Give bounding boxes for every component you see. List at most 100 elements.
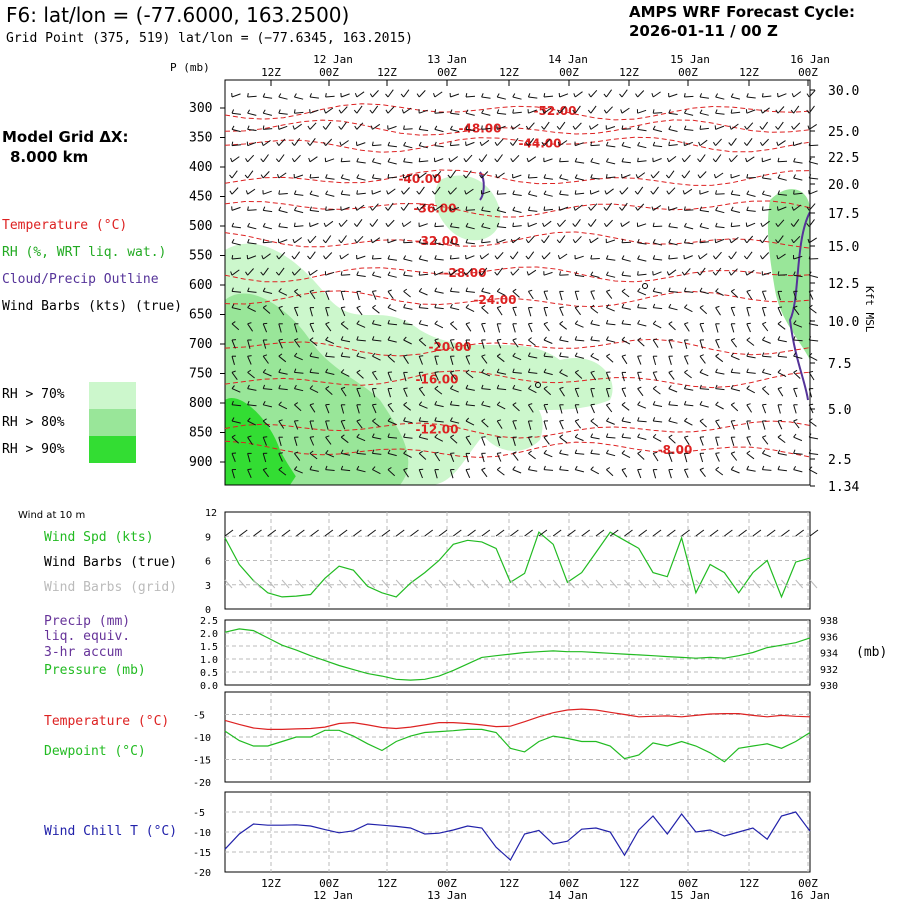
xs-barb-flag — [605, 433, 609, 438]
xs-barb-flag — [356, 190, 358, 195]
xs-barb — [278, 371, 288, 375]
xs-barb-flag — [262, 418, 267, 422]
xs-barb — [247, 404, 257, 407]
xs-barb — [621, 372, 625, 382]
xs-barb — [762, 220, 770, 228]
xs-barb — [637, 128, 647, 132]
xs-barb-flag — [494, 255, 498, 260]
xs-barb — [356, 291, 360, 301]
xs-barb — [653, 145, 663, 148]
xs-barb — [262, 307, 271, 314]
day-label-top-0: 12 Jan — [313, 53, 353, 66]
xs-barb-flag — [309, 368, 312, 373]
temp-contour-7 — [224, 290, 811, 308]
xs-barb-flag — [699, 467, 704, 471]
xs-barb-flag — [590, 449, 593, 454]
xs-barb — [559, 388, 565, 397]
time-tick-top-7: 00Z — [678, 66, 698, 79]
xs-barb — [606, 219, 613, 227]
xs-barb — [496, 420, 503, 429]
xs-barb-flag — [278, 190, 281, 195]
xs-barb-flag — [777, 465, 780, 470]
xs-barb — [371, 219, 379, 227]
pressure-tick-900: 900 — [189, 455, 212, 470]
xs-barb-flag — [527, 352, 531, 357]
xs-barb — [528, 122, 535, 130]
time-tick-top-6: 12Z — [619, 66, 639, 79]
xs-barb — [294, 174, 304, 179]
xs-barb-flag — [403, 255, 407, 260]
xs-barb — [465, 290, 475, 293]
xs-barb — [746, 109, 756, 114]
xs-barb-flag — [403, 271, 406, 276]
xs-barb — [543, 252, 551, 260]
xs-barb — [231, 144, 242, 147]
xs-barb — [278, 172, 287, 179]
xs-barb — [294, 111, 304, 114]
xs-barb-flag — [681, 174, 685, 179]
xs-barb-flag — [307, 255, 311, 260]
xs-barb-flag — [603, 222, 607, 227]
xs-barb — [434, 204, 443, 211]
xs-barb — [653, 225, 663, 228]
xs-barb — [309, 138, 316, 146]
xs-barb — [762, 138, 769, 146]
xs-barb-flag — [793, 433, 797, 438]
xs-barb-flag — [434, 255, 437, 260]
xs-barb — [637, 372, 641, 382]
pressure-ytick-936: 936 — [820, 632, 838, 643]
xs-barb-flag — [356, 336, 359, 341]
xs-barb — [356, 91, 365, 98]
xs-barb-flag — [806, 93, 810, 98]
xs-barb-flag — [665, 174, 670, 179]
xs-barb — [434, 436, 444, 442]
xs-barb — [653, 242, 663, 246]
xs-barb — [278, 112, 288, 115]
xs-barb — [325, 193, 335, 197]
xs-barb-flag — [278, 353, 283, 357]
xs-barb-flag — [294, 402, 299, 406]
xs-barb — [419, 436, 429, 440]
xs-barb — [684, 420, 693, 426]
xs-barb — [387, 239, 397, 244]
time-tick-bottom-1: 00Z — [319, 877, 339, 890]
xs-barb-flag — [574, 449, 578, 454]
xs-barb — [403, 355, 409, 364]
xs-barb — [574, 91, 583, 98]
xs-barb — [481, 469, 488, 478]
xs-barb-flag — [309, 465, 313, 470]
xs-barb-flag — [325, 321, 330, 325]
xs-barb — [543, 138, 551, 146]
xs-barb — [263, 112, 273, 116]
xs-barb — [793, 122, 801, 130]
xs-barb-flag — [338, 109, 342, 114]
xs-barb-flag — [652, 400, 656, 406]
xs-barb — [403, 469, 409, 478]
xs-barb — [387, 258, 397, 261]
xs-barb-flag — [699, 287, 703, 292]
xs-barb — [341, 355, 351, 358]
xs-barb-flag — [434, 338, 439, 341]
xs-barb-flag — [668, 417, 672, 422]
xs-barb — [527, 436, 533, 446]
xs-barb-flag — [449, 303, 453, 308]
xs-barb — [263, 226, 273, 230]
sfc-barb-grid — [695, 579, 704, 589]
xs-barb — [731, 225, 741, 228]
xs-barb-flag — [777, 369, 782, 373]
xs-barb-flag — [341, 386, 346, 390]
temp-contour-3 — [224, 169, 811, 186]
xs-barb-flag — [557, 141, 561, 146]
xs-barb — [294, 469, 303, 474]
xs-barb — [699, 190, 709, 195]
xs-barb-flag — [699, 222, 703, 227]
xs-barb — [746, 469, 756, 472]
xs-barb — [356, 177, 366, 181]
sfc-barb-true — [624, 529, 633, 537]
xs-barb-flag — [465, 369, 470, 373]
xs-barb — [371, 388, 376, 398]
xs-barb-flag — [541, 255, 545, 260]
height-tick-5: 15.0 — [828, 240, 859, 255]
xs-barb — [247, 255, 257, 260]
xs-barb-flag — [369, 93, 373, 98]
